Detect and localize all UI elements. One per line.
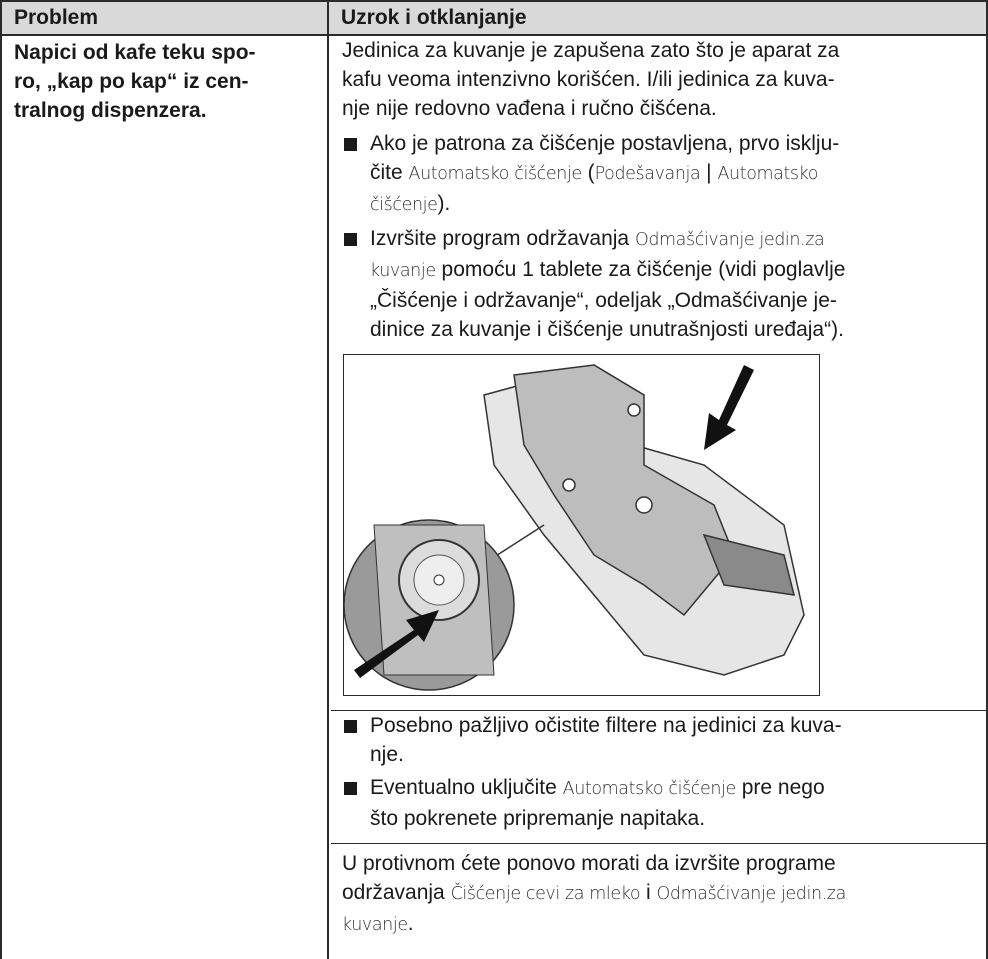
- cause-cell: Jedinica za kuvanje je zapušena zato što…: [331, 36, 986, 959]
- ui-term: Odmašćivanje jedin.za: [634, 230, 825, 250]
- text-line: kafu veoma intenzivno korišćen. I/ili je…: [342, 65, 986, 94]
- column-header: Uzrok i otklanjanje: [329, 2, 986, 36]
- text-line: U protivnom ćete ponovo morati da izvrši…: [342, 849, 986, 878]
- bullet-item: Eventualno uključite Automatsko čišćenje…: [331, 773, 986, 833]
- ui-term: Automatsko čišćenje: [562, 779, 737, 799]
- text-run: i: [640, 881, 657, 904]
- text-line: kuvanje pomoću 1 tablete za čišćenje (vi…: [370, 255, 986, 286]
- text-run: Posebno pažljivo očistite filtere na jed…: [370, 714, 842, 737]
- text-line: Posebno pažljivo očistite filtere na jed…: [370, 711, 986, 740]
- text-run: održavanja: [342, 881, 451, 904]
- text-run: |: [700, 161, 718, 184]
- ui-term: kuvanje: [342, 915, 408, 935]
- text-run: dinice za kuvanje i čišćenje unutrašnjos…: [370, 318, 844, 341]
- text-run: Jedinica za kuvanje je zapušena zato što…: [342, 39, 840, 62]
- text-line: čite Automatsko čišćenje (Podešavanja | …: [370, 158, 986, 189]
- text-run: U protivnom ćete ponovo morati da izvrši…: [342, 852, 836, 875]
- text-line: tralnog dispenzera.: [14, 96, 327, 125]
- text-run: Napici od kafe teku spo-: [14, 41, 256, 64]
- text-line: ro, „kap po kap“ iz cen-: [14, 67, 327, 96]
- text-run: .: [407, 912, 414, 935]
- text-run: pre nego: [735, 776, 825, 799]
- text-run: Eventualno uključite: [370, 776, 563, 799]
- bullet-item: Posebno pažljivo očistite filtere na jed…: [331, 711, 986, 769]
- text-line: nje nije redovno vađena i ručno čišćena.: [342, 94, 986, 123]
- ui-term: Odmašćivanje jedin.za: [656, 884, 847, 904]
- text-run: što pokrenete pripremanje napitaka.: [370, 807, 706, 830]
- text-run: Izvršite program održavanja: [370, 227, 635, 250]
- text-run: (: [581, 161, 595, 184]
- text-run: Ako je patrona za čišćenje postavljena, …: [370, 132, 840, 155]
- text-line: dinice za kuvanje i čišćenje unutrašnjos…: [370, 315, 986, 344]
- problem-cell: Napici od kafe teku spo-ro, „kap po kap“…: [2, 36, 329, 959]
- text-line: Izvršite program održavanja Odmašćivanje…: [370, 224, 986, 255]
- text-line: čišćenje).: [370, 189, 986, 220]
- text-line: Jedinica za kuvanje je zapušena zato što…: [342, 36, 986, 65]
- illustration: [343, 354, 820, 696]
- ui-term: čišćenje: [370, 195, 438, 215]
- ui-term: Podešavanja: [594, 164, 701, 184]
- text-line: što pokrenete pripremanje napitaka.: [370, 804, 986, 833]
- text-run: ro, „kap po kap“ iz cen-: [14, 70, 249, 93]
- text-line: održavanja Čišćenje cevi za mleko i Odma…: [342, 878, 986, 909]
- text-run: tralnog dispenzera.: [14, 99, 207, 122]
- text-run: pomoću 1 tablete za čišćenje (vidi pogla…: [435, 258, 846, 281]
- intro-paragraph: Jedinica za kuvanje je zapušena zato što…: [331, 36, 986, 123]
- ui-term: Automatsko: [717, 164, 819, 184]
- text-line: „Čišćenje i održavanje“, odeljak „Odmašć…: [370, 286, 986, 315]
- text-line: Ako je patrona za čišćenje postavljena, …: [370, 129, 986, 158]
- ui-term: Čišćenje cevi za mleko: [450, 884, 641, 904]
- brew-unit-drawing: [343, 364, 805, 691]
- text-run: kafu veoma intenzivno korišćen. I/ili je…: [342, 68, 835, 91]
- column-header: Problem: [2, 2, 329, 36]
- bullet-list: Posebno pažljivo očistite filtere na jed…: [331, 710, 986, 833]
- ui-term: Automatsko čišćenje: [408, 164, 583, 184]
- text-run: nje.: [370, 743, 404, 766]
- text-run: ).: [437, 192, 451, 215]
- text-line: nje.: [370, 740, 986, 769]
- bullet-item: Izvršite program održavanja Odmašćivanje…: [331, 224, 986, 344]
- text-line: Napici od kafe teku spo-: [14, 38, 327, 67]
- bullet-list: Ako je patrona za čišćenje postavljena, …: [331, 129, 986, 344]
- text-run: čite: [370, 161, 409, 184]
- bullet-item: Ako je patrona za čišćenje postavljena, …: [331, 129, 986, 220]
- ui-term: kuvanje: [370, 261, 436, 281]
- text-line: kuvanje.: [342, 909, 986, 940]
- text-run: nje nije redovno vađena i ručno čišćena.: [342, 97, 717, 120]
- text-run: „Čišćenje i održavanje“, odeljak „Odmašć…: [370, 289, 837, 312]
- outro-paragraph: U protivnom ćete ponovo morati da izvrši…: [331, 843, 986, 940]
- text-line: Eventualno uključite Automatsko čišćenje…: [370, 773, 986, 804]
